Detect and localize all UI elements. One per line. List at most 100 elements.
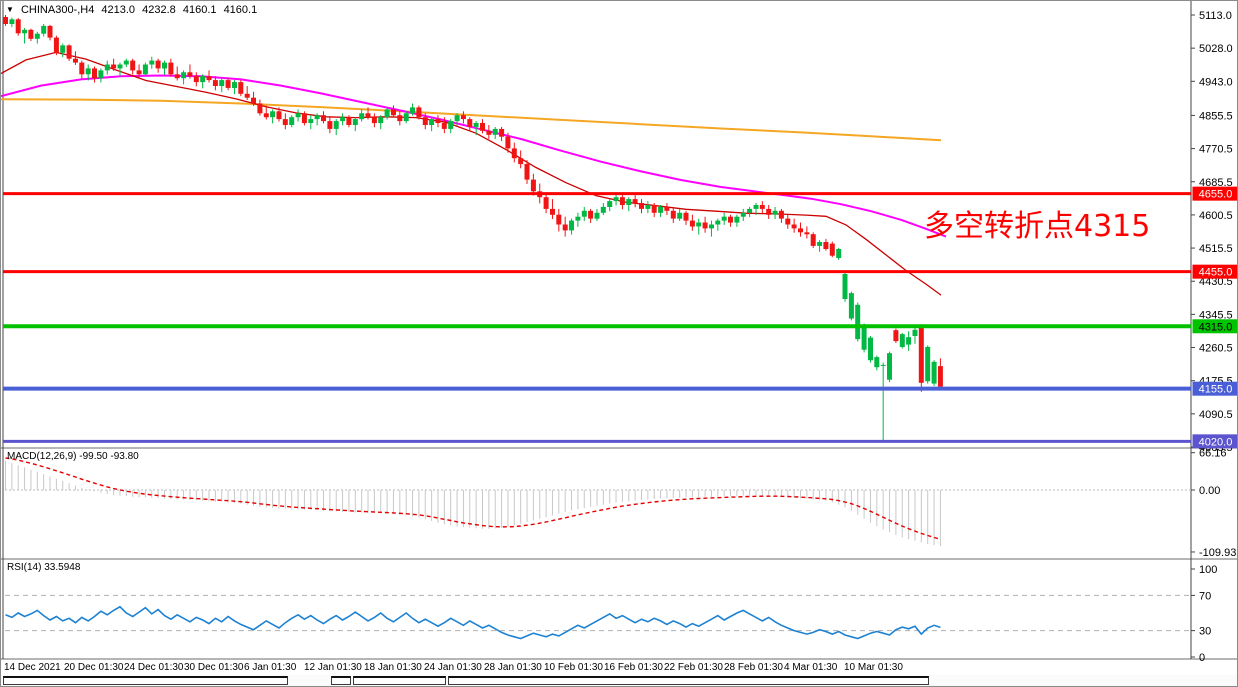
- candle-body: [187, 72, 193, 77]
- candle-body: [174, 74, 180, 79]
- candle-body: [378, 117, 384, 124]
- macd-histogram-layer: [5, 460, 941, 547]
- rsi-indicator-label: RSI(14) 33.5948: [7, 562, 81, 573]
- ohlc-close: 4160.1: [223, 4, 258, 16]
- macd-axis-label: 0.00: [1199, 485, 1220, 497]
- candle-body: [511, 148, 517, 159]
- candle-body: [60, 45, 66, 53]
- price-tick-label: 4090.5: [1199, 409, 1233, 421]
- ma-orange-slow: [1, 98, 942, 142]
- candle-body: [225, 80, 231, 88]
- bottom-bar-segment[interactable]: [331, 676, 351, 685]
- bottom-bar-segment[interactable]: [448, 676, 929, 685]
- candle-body: [721, 216, 727, 221]
- candle-body: [778, 210, 784, 219]
- candle-body: [804, 232, 810, 235]
- candle-body: [505, 136, 511, 149]
- candle-body: [588, 210, 594, 219]
- time-axis-label: 24 Jan 01:30: [424, 662, 482, 673]
- price-tag: [1192, 434, 1237, 449]
- candle-body: [791, 224, 797, 229]
- candle-body: [168, 62, 174, 75]
- candle-body: [232, 82, 237, 88]
- candle-body: [391, 109, 396, 116]
- bull-bear-turning-point-annotation[interactable]: 多空转折点4315: [924, 209, 1151, 244]
- candle-body: [117, 64, 123, 69]
- candle-body: [3, 17, 8, 24]
- candle-body: [429, 119, 435, 125]
- candle-body: [384, 109, 390, 118]
- candle-body: [314, 115, 320, 120]
- time-axis-label: 10 Feb 01:30: [544, 662, 603, 673]
- price-tick-label: 4685.5: [1199, 177, 1233, 189]
- bottom-bar-segment[interactable]: [3, 676, 288, 685]
- candle-body: [85, 68, 91, 75]
- price-tick-label: 4600.5: [1199, 210, 1233, 222]
- rsi-axis-label: 0: [1199, 652, 1205, 664]
- rsi-axis-label: 70: [1199, 590, 1211, 602]
- candle-body: [728, 216, 733, 223]
- time-axis-label: 24 Dec 01:30: [124, 662, 184, 673]
- rsi-axis-label: 100: [1199, 564, 1217, 576]
- price-tag-label: 4020.0: [1199, 436, 1233, 448]
- time-axis-label: 28 Feb 01:30: [724, 662, 783, 673]
- candle-body: [937, 366, 943, 387]
- candle-body: [823, 242, 829, 249]
- candle-body: [480, 123, 485, 131]
- macd-axis-label: -109.93: [1199, 547, 1236, 559]
- candle-body: [219, 80, 225, 86]
- candle-body: [734, 216, 740, 223]
- candle-body: [899, 334, 905, 347]
- time-axis-label: 30 Dec 01:30: [184, 662, 244, 673]
- candle-body: [435, 119, 441, 123]
- rsi-axis-label: 30: [1199, 626, 1211, 638]
- candle-body: [709, 224, 714, 229]
- price-tag: [1192, 186, 1237, 201]
- candle-body: [492, 128, 498, 135]
- time-axis-label: 28 Jan 01:30: [484, 662, 542, 673]
- bottom-bar-segment[interactable]: [353, 676, 446, 685]
- candle-body: [817, 242, 823, 246]
- candle-body: [931, 361, 937, 384]
- candle-body: [658, 206, 664, 213]
- candle-body: [397, 115, 403, 122]
- price-tick-label: 4770.5: [1199, 144, 1233, 156]
- candle-body: [460, 115, 466, 120]
- candle-body: [454, 115, 460, 122]
- candle-body: [289, 117, 295, 125]
- candle-body: [683, 212, 689, 221]
- candle-body: [200, 76, 206, 83]
- candle-body: [670, 210, 676, 219]
- macd-indicator-label: MACD(12,26,9) -99.50 -93.80: [7, 451, 139, 462]
- candle-body: [416, 107, 422, 118]
- candle-body: [327, 121, 333, 129]
- candle-body: [766, 208, 772, 215]
- candle-body: [715, 220, 721, 225]
- candle-body: [613, 197, 619, 202]
- candle-body: [251, 97, 256, 104]
- candle-body: [893, 330, 899, 342]
- candle-body: [740, 212, 746, 217]
- candle-body: [639, 203, 644, 209]
- candle-body: [912, 329, 918, 336]
- level-lines-layer: 4655.0 4455.0 4315.0 4155.0 4020.0: [3, 186, 1237, 449]
- candle-body: [34, 33, 40, 39]
- price-tick-label: 4515.5: [1199, 243, 1233, 255]
- candle-body: [352, 119, 358, 125]
- candle-body: [123, 60, 129, 65]
- candle-body: [906, 337, 912, 345]
- candle-body: [346, 117, 352, 125]
- candle-body: [747, 208, 753, 213]
- price-tick-label: 4345.5: [1199, 309, 1233, 321]
- price-tick-label: 4260.5: [1199, 343, 1233, 355]
- price-tag: [1192, 319, 1237, 334]
- candle-body: [270, 111, 276, 118]
- candle-body: [92, 68, 97, 79]
- candle-body: [403, 113, 409, 122]
- candle-body: [689, 220, 695, 227]
- candle-body: [321, 115, 326, 122]
- symbol-dropdown-icon[interactable]: ▼: [6, 5, 14, 14]
- ma-magenta-medium: [1, 74, 947, 238]
- candle-body: [422, 117, 428, 125]
